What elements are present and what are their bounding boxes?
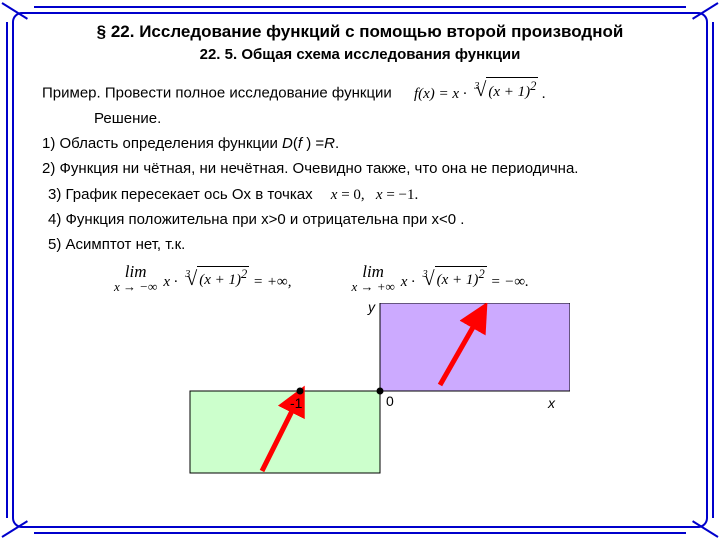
step-3-points: x = 0, x = −1.: [331, 187, 418, 203]
limit-2: lim x → +∞ x · 3√(x + 1)2 = −∞.: [351, 263, 528, 293]
limit-1: lim x → −∞ x · 3√(x + 1)2 = +∞,: [114, 263, 291, 293]
lim-word: lim: [125, 263, 147, 280]
limits-row: lim x → −∞ x · 3√(x + 1)2 = +∞, lim x → …: [114, 263, 686, 293]
sign-diagram: y x -1 0: [150, 303, 570, 478]
step-5: 5) Асимптот нет, т.к.: [48, 235, 686, 255]
step-1: 1) Область определения функции D(f ) =R.: [42, 134, 686, 154]
tick-minus1: -1: [290, 395, 302, 411]
region-negative: [190, 391, 380, 473]
y-axis-label: y: [368, 299, 375, 315]
lim2-under: x → +∞: [351, 280, 394, 293]
x-axis-label: x: [548, 395, 555, 411]
solution-label: Решение.: [94, 109, 686, 129]
page-subtitle: 22. 5. Общая схема исследования функции: [34, 46, 686, 63]
lim-word: lim: [362, 263, 384, 280]
tick-zero: 0: [386, 393, 394, 409]
point-zero: [377, 388, 384, 395]
point-minus1: [297, 388, 304, 395]
example-line: Пример. Провести полное исследование фун…: [42, 75, 686, 104]
example-text: Пример. Провести полное исследование фун…: [42, 85, 392, 102]
diagram-svg: [150, 303, 570, 478]
lim1-expr: x · 3√(x + 1)2 = +∞,: [163, 266, 291, 291]
step-2: 2) Функция ни чётная, ни нечётная. Очеви…: [42, 159, 686, 179]
page-title: § 22. Исследование функций с помощью вто…: [34, 22, 686, 42]
step-3-text: 3) График пересекает ось Ox в точках: [48, 186, 313, 203]
region-positive: [380, 303, 570, 391]
step-4: 4) Функция положительна при x>0 и отрица…: [48, 210, 686, 230]
lim1-under: x → −∞: [114, 280, 157, 293]
step-3: 3) График пересекает ось Ox в точках x =…: [48, 185, 686, 205]
lim2-expr: x · 3√(x + 1)2 = −∞.: [401, 266, 529, 291]
formula-fx: f(x) = x · 3√(x + 1)2 .: [414, 86, 546, 102]
content-frame: § 22. Исследование функций с помощью вто…: [12, 12, 708, 528]
